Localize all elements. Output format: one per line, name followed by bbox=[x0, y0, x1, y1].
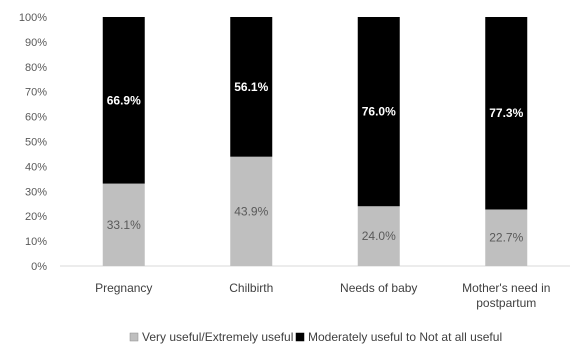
legend: Very useful/Extremely useful Moderately u… bbox=[129, 330, 502, 344]
bar-segment-not-useful bbox=[485, 17, 528, 210]
data-label: 76.0% bbox=[362, 105, 396, 119]
y-tick-label: 100% bbox=[19, 12, 47, 24]
y-tick-label: 90% bbox=[25, 37, 47, 49]
y-axis-ticks: 0% 10% 20% 30% 40% 50% 60% 70% 80% 90% 100% bbox=[19, 12, 47, 273]
bar-segment-useful bbox=[102, 183, 145, 266]
data-label: 56.1% bbox=[234, 80, 268, 94]
y-tick-label: 20% bbox=[25, 211, 47, 223]
bar-segment-not-useful bbox=[230, 17, 273, 157]
data-label: 66.9% bbox=[107, 93, 141, 107]
y-tick-label: 60% bbox=[25, 112, 47, 124]
legend-label: Moderately useful to Not at all useful bbox=[308, 330, 502, 344]
category-label: Needs of baby bbox=[340, 281, 417, 295]
category-label: Mother's need in bbox=[462, 281, 550, 295]
y-tick-label: 40% bbox=[25, 161, 47, 173]
legend-swatch bbox=[295, 332, 305, 342]
bar-segment-useful bbox=[485, 209, 528, 266]
y-tick-label: 80% bbox=[25, 62, 47, 74]
data-label: 77.3% bbox=[489, 106, 523, 120]
y-tick-label: 70% bbox=[25, 87, 47, 99]
bar-segment-useful bbox=[230, 156, 273, 266]
data-label: 43.9% bbox=[234, 204, 268, 218]
category-labels: Pregnancy Chilbirth Needs of baby Mother's … bbox=[95, 281, 550, 310]
y-tick-label: 50% bbox=[25, 137, 47, 149]
y-tick-label: 10% bbox=[25, 236, 47, 248]
bar-segment-not-useful bbox=[357, 17, 400, 207]
category-label: Chilbirth bbox=[229, 281, 273, 295]
data-label: 33.1% bbox=[107, 218, 141, 232]
legend-swatch bbox=[129, 332, 139, 342]
y-tick-label: 30% bbox=[25, 186, 47, 198]
legend-label: Very useful/Extremely useful bbox=[142, 330, 293, 344]
category-label: postpartum bbox=[476, 296, 536, 310]
bar-segment-not-useful bbox=[102, 17, 145, 184]
data-label: 22.7% bbox=[489, 231, 523, 245]
category-label: Pregnancy bbox=[95, 281, 152, 295]
bars-group: 33.1% 66.9% 43.9% 56.1% 24.0% 76.0% 22.7% 77.3% bbox=[102, 17, 528, 266]
data-label: 24.0% bbox=[362, 229, 396, 243]
bar-segment-useful bbox=[357, 206, 400, 266]
y-tick-label: 0% bbox=[31, 261, 47, 273]
